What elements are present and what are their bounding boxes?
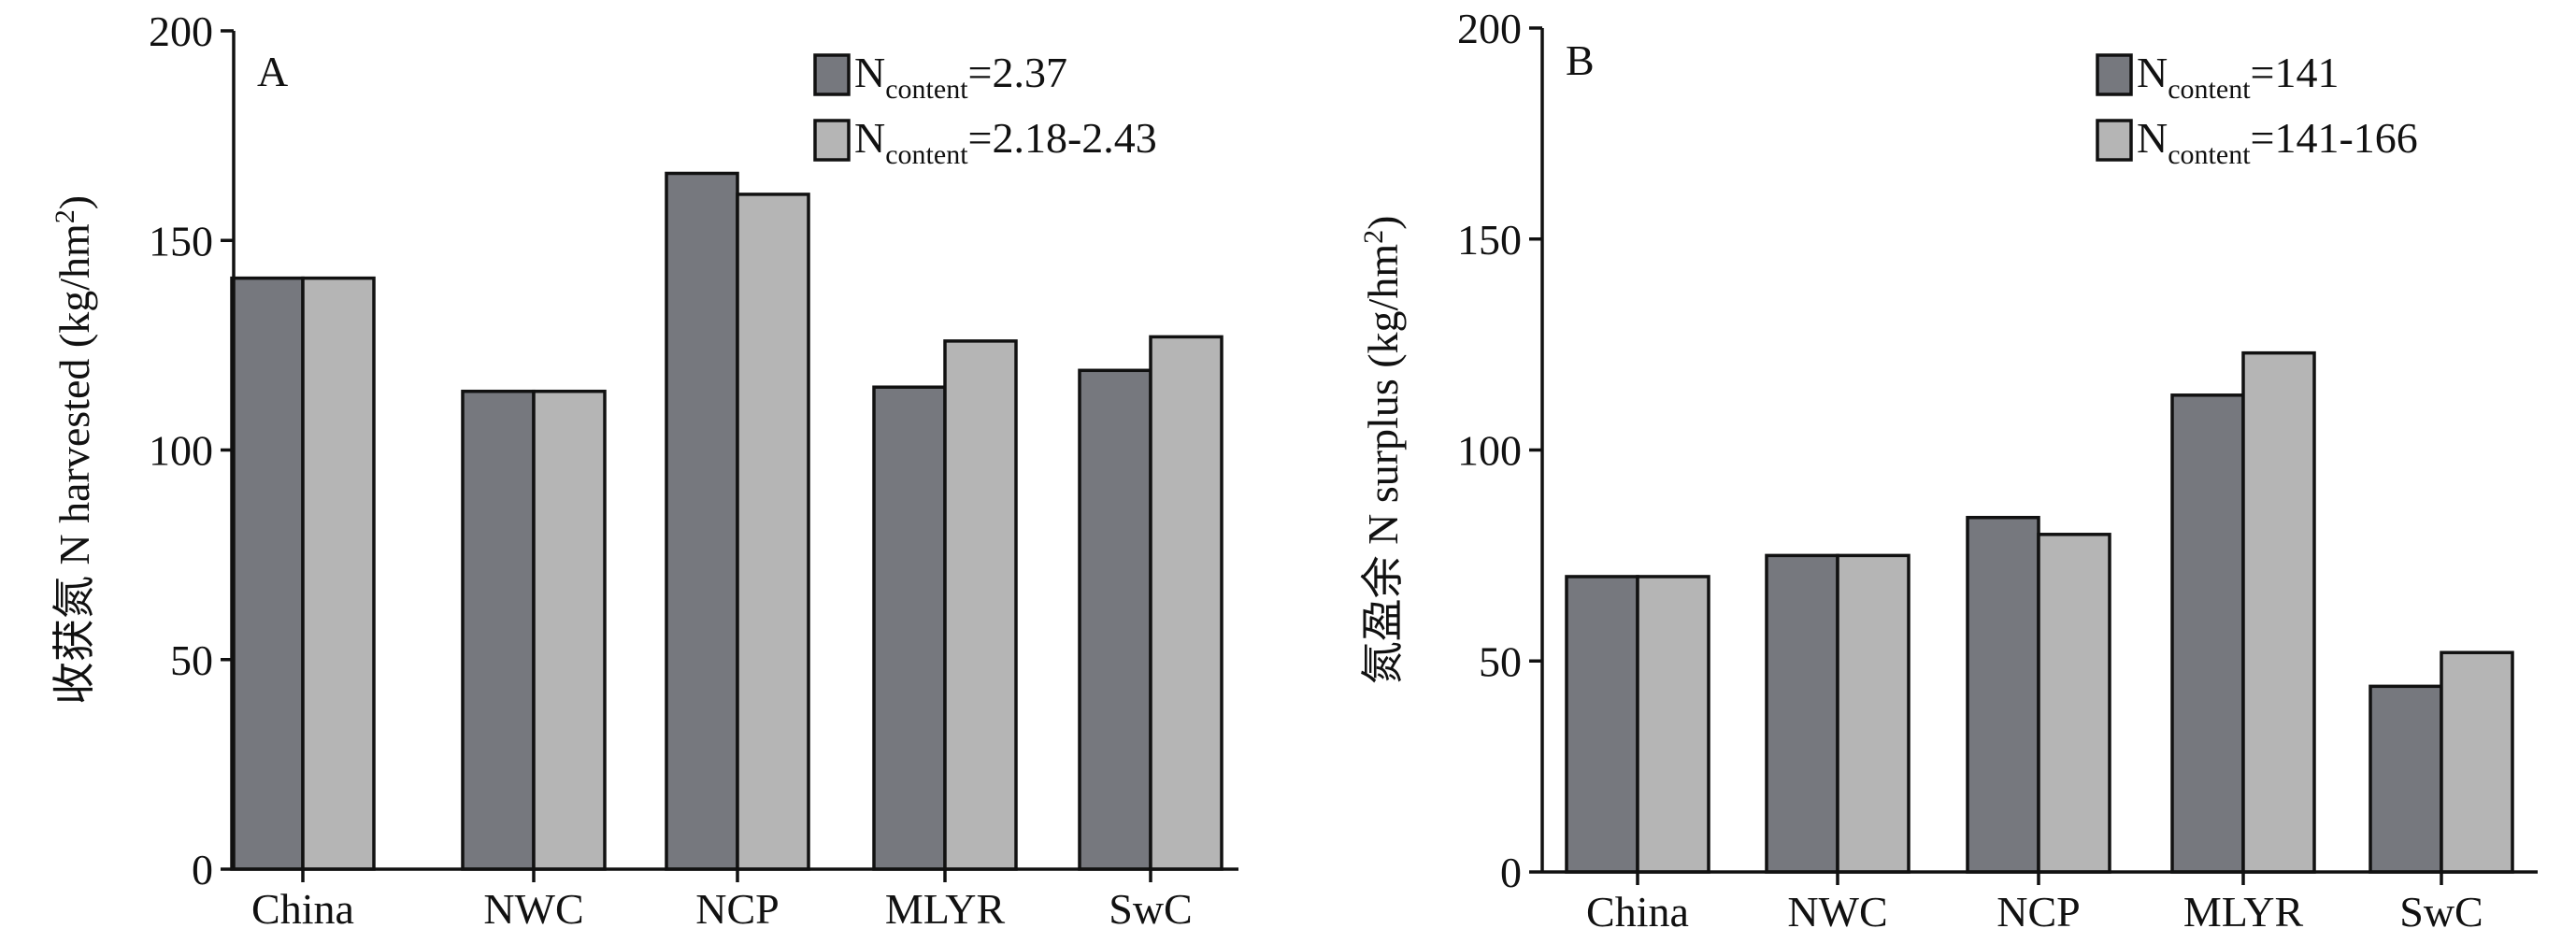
x-tick-label: NWC: [1787, 888, 1887, 936]
x-tick-label: China: [1586, 888, 1689, 936]
panel-a: 0 50 100 150 200 China NWC NCP MLYR SwC A 收获氮 N har…: [50, 7, 1238, 933]
bar-china-series-2: [1636, 575, 1710, 874]
y-axis-title-close: ): [1359, 216, 1407, 230]
bar-china-series-1: [1565, 575, 1639, 874]
legend-sub: content: [885, 139, 968, 170]
y-axis-title: 收获氮 N harvested (kg/hm2): [50, 195, 98, 705]
y-tick-label: 0: [1500, 849, 1522, 896]
x-tick-label: SwC: [2399, 888, 2483, 936]
bar-ncp-series-1: [665, 171, 739, 871]
y-tick-label: 0: [192, 846, 213, 893]
bar-nwc-series-1: [461, 389, 536, 871]
y-axis-title-sup: 2: [50, 209, 80, 223]
bar-nwc-series-2: [1836, 553, 1911, 874]
x-tick-label: MLYR: [885, 885, 1006, 933]
legend-suffix: =141: [2251, 49, 2340, 96]
y-tick-label: 150: [1457, 216, 1522, 264]
legend-main: N: [2137, 114, 2168, 162]
bar-nwc-series-1: [1765, 553, 1839, 874]
y-tick-label: 200: [149, 7, 213, 55]
bar-ncp-series-1: [1966, 515, 2040, 874]
legend-suffix: =2.37: [968, 49, 1067, 96]
legend-swatch-2: [813, 119, 851, 162]
panel-b: 0 50 100 150 200 China NWC NCP MLYR SwC B 氮盈余 N sur…: [1358, 5, 2538, 936]
x-tick-label: MLYR: [2183, 888, 2304, 936]
bar-swc-series-1: [2368, 684, 2443, 874]
bar-ncp-series-2: [736, 193, 810, 871]
bar-mlyr-series-1: [2170, 393, 2245, 874]
bar-swc-series-2: [1149, 335, 1224, 871]
y-tick-label: 100: [1457, 427, 1522, 475]
legend-sub: content: [2168, 74, 2251, 105]
y-tick-label: 150: [149, 217, 213, 264]
bar-china-series-1: [230, 276, 305, 871]
bar-mlyr-series-1: [872, 385, 947, 871]
legend-sub: content: [2168, 139, 2251, 170]
panel-label: A: [257, 48, 288, 95]
legend-main: N: [854, 49, 885, 96]
legend-label-1: Ncontent=2.37: [854, 49, 1067, 105]
legend-swatch-1: [2096, 53, 2133, 96]
bar-swc-series-1: [1078, 368, 1152, 871]
legend-label-2: Ncontent=2.18-2.43: [854, 114, 1157, 170]
x-tick-label: China: [251, 885, 354, 933]
legend-suffix: =141-166: [2251, 114, 2418, 162]
legend-swatch-1: [813, 53, 851, 96]
y-tick-label: 200: [1457, 5, 1522, 52]
y-tick-label: 100: [149, 427, 213, 475]
x-tick-label: NWC: [483, 885, 583, 933]
legend-main: N: [2137, 49, 2168, 96]
y-axis-title-close: ): [50, 195, 98, 209]
x-tick-label: SwC: [1109, 885, 1192, 933]
bar-swc-series-2: [2440, 650, 2514, 874]
x-tick-label: NCP: [695, 885, 779, 933]
x-tick-label: NCP: [1996, 888, 2080, 936]
bar-ncp-series-2: [2037, 533, 2111, 874]
y-axis-title-sup: 2: [1358, 230, 1389, 244]
y-axis-title: 氮盈余 N surplus (kg/hm2): [1358, 216, 1407, 685]
bar-nwc-series-2: [532, 389, 607, 871]
bar-china-series-2: [301, 276, 376, 871]
legend-sub: content: [885, 74, 968, 105]
legend-main: N: [854, 114, 885, 162]
legend-label-2: Ncontent=141-166: [2137, 114, 2418, 170]
y-tick-label: 50: [1479, 637, 1522, 685]
y-tick-label: 50: [170, 636, 213, 684]
bar-mlyr-series-2: [2241, 350, 2316, 874]
bar-mlyr-series-2: [943, 339, 1018, 871]
panel-label: B: [1566, 36, 1595, 84]
legend-swatch-2: [2096, 119, 2133, 162]
y-axis-title-text: 收获氮 N harvested (kg/hm: [50, 223, 98, 705]
y-axis-title-text: 氮盈余 N surplus (kg/hm: [1359, 244, 1407, 685]
legend-suffix: =2.18-2.43: [968, 114, 1157, 162]
legend-label-1: Ncontent=141: [2137, 49, 2340, 105]
